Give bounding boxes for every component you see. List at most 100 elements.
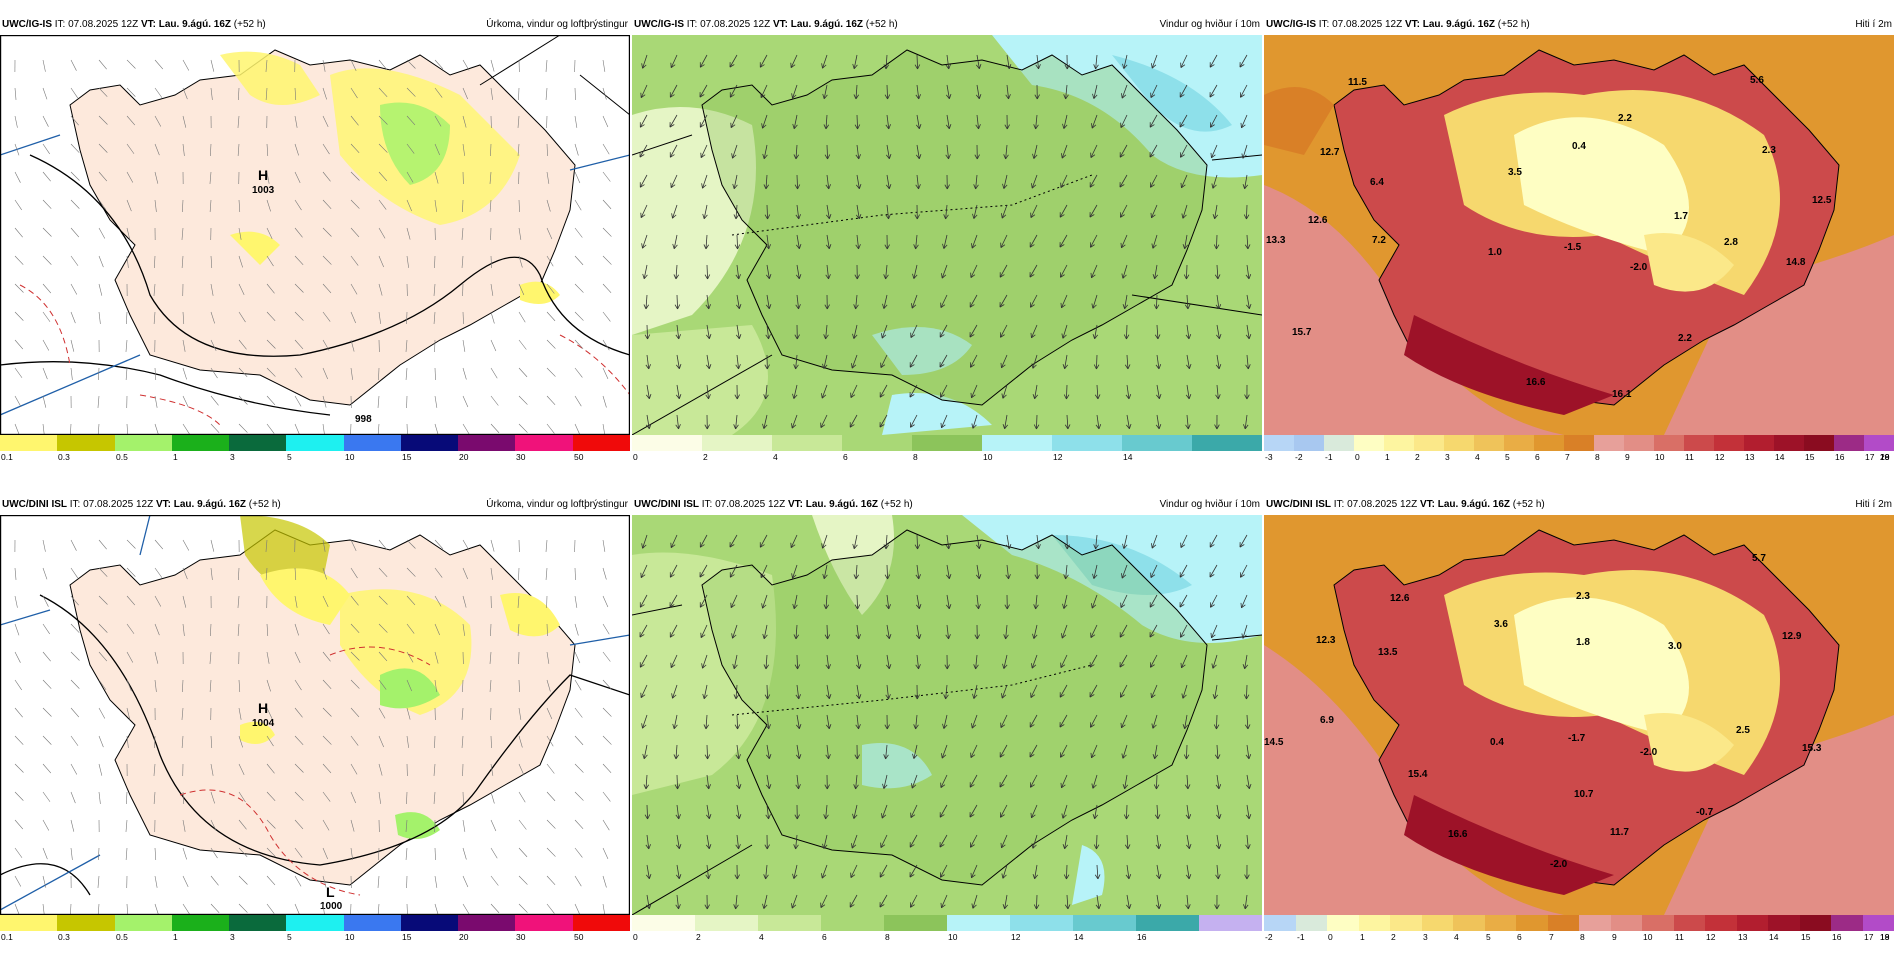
colorbar-tick-label: -2	[1265, 932, 1273, 942]
isobar-label: 1003	[252, 185, 275, 196]
isobar-label: 1004	[252, 718, 275, 729]
lead-time: (+52 h)	[866, 19, 898, 30]
colorbar-swatch	[286, 435, 343, 451]
colorbar-swatch	[1705, 915, 1737, 931]
panel-header-left: UWC/DINI ISL IT: 07.08.2025 12Z VT: Lau.…	[634, 499, 913, 510]
temperature-label: 15.3	[1802, 743, 1822, 754]
colorbar-tick-label: 14	[1074, 932, 1083, 942]
colorbar-swatch	[1390, 915, 1422, 931]
temperature-label: 14.5	[1264, 737, 1284, 748]
it-label: IT:	[55, 19, 66, 30]
high-pressure-symbol: H	[258, 700, 268, 716]
colorbar-tick-label: 4	[759, 932, 764, 942]
colorbar-tick-label: 15	[1801, 932, 1810, 942]
model-name: UWC/IG-IS	[634, 19, 684, 30]
vt-label: VT:	[156, 499, 171, 510]
colorbar-swatch	[172, 435, 229, 451]
colorbar-tick-label: 3	[1423, 932, 1428, 942]
panel-header: UWC/DINI ISL IT: 07.08.2025 12Z VT: Lau.…	[1264, 495, 1894, 515]
temperature-label: 12.3	[1316, 635, 1336, 646]
colorbar-tick-label: 14	[1123, 452, 1132, 462]
colorbar-swatch	[1684, 435, 1714, 451]
colorbar-swatch	[842, 435, 912, 451]
colorbar-swatch	[0, 915, 57, 931]
colorbar-swatch	[1624, 435, 1654, 451]
temp-map-svg: 11.5 5.6 2.2 0.4 12.7 3.5 2.3 6.4 12.5 1…	[1264, 35, 1894, 435]
colorbar-swatch	[1384, 435, 1414, 451]
init-time: 07.08.2025 12Z	[1347, 499, 1417, 510]
colorbar-swatch	[1294, 435, 1324, 451]
model-name: UWC/DINI ISL	[634, 499, 699, 510]
colorbar-tick-label: 13	[1738, 932, 1747, 942]
colorbar-swatch	[1414, 435, 1444, 451]
panel-title: Úrkoma, vindur og loftþrýstingur	[486, 19, 628, 30]
colorbar-tick-label: 12	[1715, 452, 1724, 462]
low-pressure-symbol: L	[326, 884, 335, 900]
colorbar-tick-label: 4	[1454, 932, 1459, 942]
temperature-label: -0.7	[1696, 807, 1714, 818]
valid-time: Lau. 9.ágú. 16Z	[791, 19, 863, 30]
map-precip: H 1004 L 1000	[0, 515, 630, 915]
colorbar-swatch	[1192, 435, 1262, 451]
colorbar-swatch	[115, 435, 172, 451]
colorbar-tick-label: 19	[1880, 932, 1889, 942]
colorbar-tick-label: 2	[696, 932, 701, 942]
temperature-label: 0.4	[1572, 141, 1586, 152]
colorbar-tick-label: 10	[345, 932, 354, 942]
colorbar-tick-label: 15	[402, 452, 411, 462]
colorbar-swatch	[515, 915, 572, 931]
temperature-label: 2.2	[1678, 333, 1692, 344]
valid-time: Lau. 9.ágú. 16Z	[806, 499, 878, 510]
colorbar-tick-label: -1	[1297, 932, 1305, 942]
panel-header-left: UWC/DINI ISL IT: 07.08.2025 12Z VT: Lau.…	[2, 499, 281, 510]
temperature-label: 11.5	[1348, 77, 1367, 88]
temperature-label: 2.3	[1576, 591, 1590, 602]
colorbar-tick-label: 3	[1445, 452, 1450, 462]
colorbar-swatches	[632, 435, 1262, 451]
colorbar-swatch	[632, 915, 695, 931]
colorbar-swatch	[1199, 915, 1262, 931]
colorbar-tick-label: 2	[1391, 932, 1396, 942]
colorbar-swatch	[1768, 915, 1800, 931]
colorbar-swatch	[982, 435, 1052, 451]
temperature-label: 16.6	[1448, 829, 1468, 840]
colorbar-swatch	[1422, 915, 1454, 931]
colorbar-swatch	[573, 435, 630, 451]
panel-title: Hiti í 2m	[1855, 499, 1892, 510]
colorbar-swatch	[1594, 435, 1624, 451]
colorbar-swatch	[1354, 435, 1384, 451]
colorbar-tick-label: 7	[1565, 452, 1570, 462]
panel-header: UWC/IG-IS IT: 07.08.2025 12Z VT: Lau. 9.…	[1264, 15, 1894, 35]
colorbar-swatch	[401, 915, 458, 931]
vt-label: VT:	[1420, 499, 1435, 510]
valid-time: Lau. 9.ágú. 16Z	[159, 19, 231, 30]
colorbar-tick-label: 6	[843, 452, 848, 462]
colorbar-tick-label: 30	[516, 452, 525, 462]
panel-header-left: UWC/IG-IS IT: 07.08.2025 12Z VT: Lau. 9.…	[634, 19, 898, 30]
colorbar-tick-label: 10	[345, 452, 354, 462]
colorbar-swatch	[947, 915, 1010, 931]
colorbar-swatch	[1324, 435, 1354, 451]
colorbar-tick-label: 14	[1775, 452, 1784, 462]
colorbar-tick-label: 7	[1549, 932, 1554, 942]
colorbar-swatch	[912, 435, 982, 451]
colorbar-swatch	[1474, 435, 1504, 451]
colorbar-tick-label: 12	[1011, 932, 1020, 942]
panel-header-left: UWC/IG-IS IT: 07.08.2025 12Z VT: Lau. 9.…	[2, 19, 266, 30]
temperature-label: -1.7	[1568, 733, 1586, 744]
colorbar-swatch	[458, 915, 515, 931]
lead-time: (+52 h)	[1513, 499, 1545, 510]
colorbar-tick-label: 13	[1745, 452, 1754, 462]
colorbar-swatch	[695, 915, 758, 931]
model-name: UWC/IG-IS	[1266, 19, 1316, 30]
panel-title: Hiti í 2m	[1855, 19, 1892, 30]
colorbar-tick-label: 20	[459, 452, 468, 462]
colorbar-tick-label: 0.5	[116, 932, 128, 942]
colorbar-tick-label: 1	[173, 452, 178, 462]
colorbar-swatch	[1296, 915, 1328, 931]
temperature-label: 2.3	[1762, 145, 1776, 156]
colorbar-tick-label: -3	[1265, 452, 1273, 462]
